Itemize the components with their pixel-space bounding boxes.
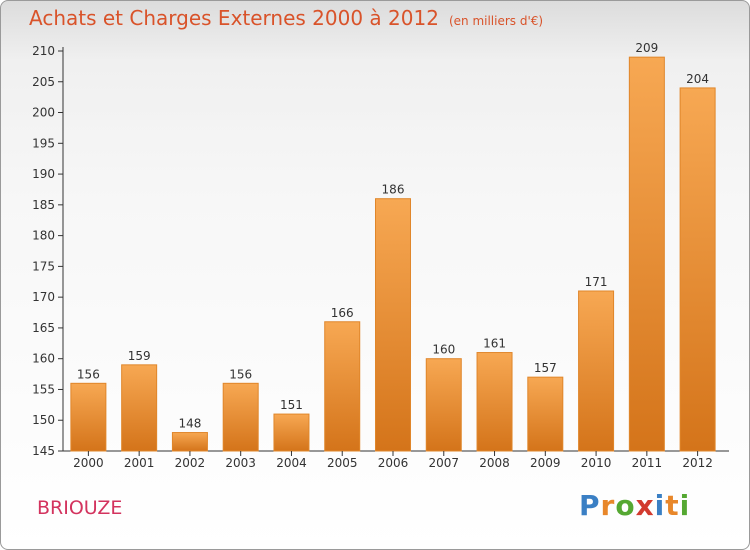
bar-2011 — [628, 56, 665, 452]
chart-title-text: Achats et Charges Externes 2000 à 2012 — [29, 6, 439, 30]
y-tick-label: 205 — [32, 75, 55, 89]
bar-value-label: 160 — [432, 343, 455, 357]
chart-subtitle: (en milliers d'€) — [448, 14, 544, 28]
bar-value-label: 156 — [229, 367, 252, 381]
logo-letter: x — [635, 489, 655, 522]
y-tick-label: 170 — [32, 290, 55, 304]
y-tick-label: 200 — [32, 106, 55, 120]
x-tick-label: 2011 — [632, 456, 663, 470]
bar-value-label: 156 — [77, 367, 100, 381]
logo-letter: r — [600, 489, 616, 522]
y-tick-label: 145 — [32, 444, 55, 458]
bar-value-label: 166 — [331, 306, 354, 320]
y-tick-label: 180 — [32, 229, 55, 243]
x-tick-label: 2003 — [225, 456, 256, 470]
x-tick-label: 2010 — [581, 456, 612, 470]
bar-2012 — [679, 87, 716, 452]
bar-2003 — [222, 382, 259, 452]
bar-2010 — [578, 290, 615, 452]
bar-value-label: 157 — [534, 361, 557, 375]
y-tick-label: 210 — [32, 44, 55, 58]
bar-value-label: 171 — [585, 275, 608, 289]
logo-letter: i — [654, 489, 666, 522]
x-tick-label: 2007 — [428, 456, 459, 470]
x-tick-label: 2005 — [327, 456, 358, 470]
logo-letter: o — [615, 489, 636, 522]
bar-2006 — [375, 198, 411, 452]
bar-2001 — [121, 364, 158, 452]
logo-letter: i — [679, 489, 691, 522]
chart-title: Achats et Charges Externes 2000 à 2012 (e… — [29, 6, 543, 30]
y-tick-label: 175 — [32, 259, 55, 273]
x-tick-label: 2000 — [73, 456, 104, 470]
bar-value-label: 161 — [483, 337, 506, 351]
y-tick-label: 150 — [32, 413, 55, 427]
x-tick-label: 2002 — [175, 456, 206, 470]
bar-2008 — [476, 352, 513, 452]
x-tick-label: 2006 — [378, 456, 409, 470]
commune-name: BRIOUZE — [37, 497, 123, 519]
y-tick-label: 195 — [32, 136, 55, 150]
bar-value-label: 209 — [635, 41, 658, 55]
y-tick-label: 190 — [32, 167, 55, 181]
bar-value-label: 148 — [178, 417, 201, 431]
x-tick-label: 2012 — [682, 456, 713, 470]
x-tick-label: 2009 — [530, 456, 561, 470]
y-tick-label: 155 — [32, 382, 55, 396]
bar-value-label: 186 — [382, 183, 405, 197]
logo-letter: P — [579, 489, 601, 522]
bar-value-label: 151 — [280, 398, 303, 412]
bar-value-label: 159 — [128, 349, 151, 363]
y-tick-label: 185 — [32, 198, 55, 212]
x-tick-label: 2004 — [276, 456, 307, 470]
bar-2005 — [324, 321, 361, 452]
bar-2004 — [273, 413, 310, 452]
y-tick-label: 165 — [32, 321, 55, 335]
logo-letter: t — [665, 489, 680, 522]
x-tick-label: 2001 — [124, 456, 155, 470]
proxiti-logo: Proxiti — [579, 489, 690, 522]
bar-2009 — [527, 376, 564, 452]
bar-2002 — [171, 432, 208, 452]
y-tick-label: 160 — [32, 352, 55, 366]
bar-2007 — [425, 358, 462, 452]
x-tick-label: 2008 — [479, 456, 510, 470]
bar-value-label: 204 — [686, 72, 709, 86]
bar-2000 — [70, 382, 107, 452]
